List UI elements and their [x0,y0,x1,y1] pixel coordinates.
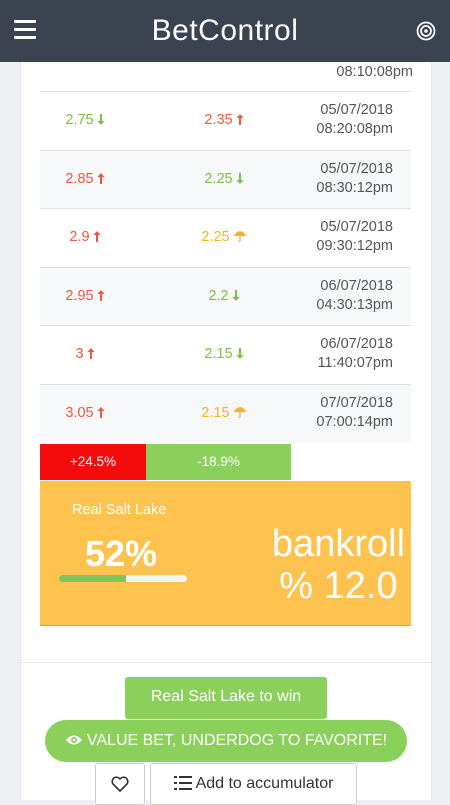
odds-date: 05/07/2018 [320,219,393,235]
home-odds: 3 [40,346,130,362]
odds-timestamp: 06/07/2018 04:30:13pm [316,277,393,315]
away-odds: 2.25 [179,229,269,245]
home-change-badge: +24.5% [40,444,146,480]
home-odds-value: 2.95 [65,287,94,304]
odds-time: 09:30:12pm [316,238,393,254]
bankroll-label: bankroll [271,523,405,565]
target-icon[interactable] [416,21,436,41]
away-odds-value: 2.25 [201,229,230,245]
umbrella-icon [233,231,247,243]
arrow-up-icon [97,289,105,301]
add-to-accumulator-button[interactable]: Add to accumulator [150,763,357,805]
prediction-panel: Real Salt Lake 52% bankroll % 12.0 [40,481,411,626]
home-odds: 2.9 [40,229,130,245]
odds-timestamp: 05/07/2018 08:30:12pm [316,160,393,198]
odds-row: 2.9 2.25 05/07/2018 09:30:12pm [40,208,411,267]
home-odds-value: 2.85 [65,170,94,187]
odds-date: 05/07/2018 [320,102,393,118]
eye-icon [65,735,82,745]
odds-row: 3 2.15 06/07/2018 11:40:07pm [40,325,411,384]
away-odds-value: 2.15 [201,404,230,421]
away-change-badge: -18.9% [146,444,291,480]
progress-fill [59,575,126,582]
accumulator-label: Add to accumulator [195,775,334,792]
arrow-up-icon [87,348,95,359]
odds-date: 05/07/2018 [320,160,393,177]
home-odds-value: 2.75 [65,112,94,128]
away-odds-value: 2.25 [204,170,233,187]
home-odds: 2.95 [40,288,130,304]
home-odds: 3.05 [40,405,130,421]
arrow-down-icon [97,114,105,125]
odds-row: 2.85 2.25 05/07/2018 08:30:12pm [40,149,411,209]
home-odds: 2.75 [40,112,130,128]
team-to-win-button[interactable]: Real Salt Lake to win [125,677,327,719]
odds-timestamp: 05/07/2018 08:20:08pm [316,101,393,139]
odds-row: 2.95 2.2 06/07/2018 04:30:13pm [40,266,411,326]
hamburger-menu-icon[interactable] [14,20,36,42]
home-odds-value: 2.9 [69,229,90,245]
away-odds: 2.15 [179,346,269,362]
odds-timestamp: 06/07/2018 11:40:07pm [317,335,393,373]
odds-date: 06/07/2018 [320,277,393,294]
match-card: 08:10:08pm 2.75 2.35 05/07/2018 08:20:08pm 2… [20,62,432,805]
odds-time: 11:40:07pm [317,355,393,371]
odds-time: 07:00:14pm [316,413,393,430]
app-bar: BetControl [0,0,450,62]
arrow-up-icon [236,114,244,125]
away-odds: 2.35 [179,112,269,128]
home-odds-value: 3.05 [65,404,94,421]
team-name: Real Salt Lake [72,502,167,518]
away-odds: 2.15 [179,405,269,421]
divider [21,662,431,663]
arrow-down-icon [232,289,240,301]
first-row-time: 08:10:08pm [336,64,413,80]
umbrella-icon [233,406,247,418]
away-odds: 2.25 [179,171,269,187]
odds-timestamp: 07/07/2018 07:00:14pm [316,394,393,432]
odds-date: 07/07/2018 [320,394,393,411]
odds-row: 2.75 2.35 05/07/2018 08:20:08pm [40,91,411,150]
list-icon [173,776,192,790]
away-odds-value: 2.35 [204,112,233,128]
odds-date: 06/07/2018 [320,336,393,352]
arrow-down-icon [236,172,244,184]
odds-time: 08:20:08pm [316,121,393,137]
home-odds: 2.85 [40,171,130,187]
app-title: BetControl [151,14,299,47]
value-bet-button[interactable]: VALUE BET, UNDERDOG TO FAVORITE! [45,720,407,762]
odds-time: 08:30:12pm [316,179,393,196]
arrow-up-icon [93,231,101,242]
away-odds-value: 2.15 [204,346,233,362]
bankroll-stake: bankroll % 12.0 [272,523,405,607]
heart-icon [111,776,129,792]
favorite-button[interactable] [95,763,145,805]
arrow-down-icon [236,348,244,359]
away-odds-value: 2.2 [208,287,229,304]
win-probability: 52% [85,533,158,574]
odds-time: 04:30:13pm [316,296,393,313]
arrow-up-icon [97,406,105,418]
odds-timestamp: 05/07/2018 09:30:12pm [316,218,393,256]
odds-change-bar: +24.5% -18.9% [40,444,411,480]
arrow-up-icon [97,172,105,184]
probability-progress-bar [59,575,187,582]
bankroll-value: % 12.0 [279,565,398,607]
away-odds: 2.2 [179,288,269,304]
odds-row: 3.05 2.15 07/07/2018 07:00:14pm [40,383,411,443]
home-odds-value: 3 [75,346,84,362]
value-bet-label: VALUE BET, UNDERDOG TO FAVORITE! [86,732,388,749]
